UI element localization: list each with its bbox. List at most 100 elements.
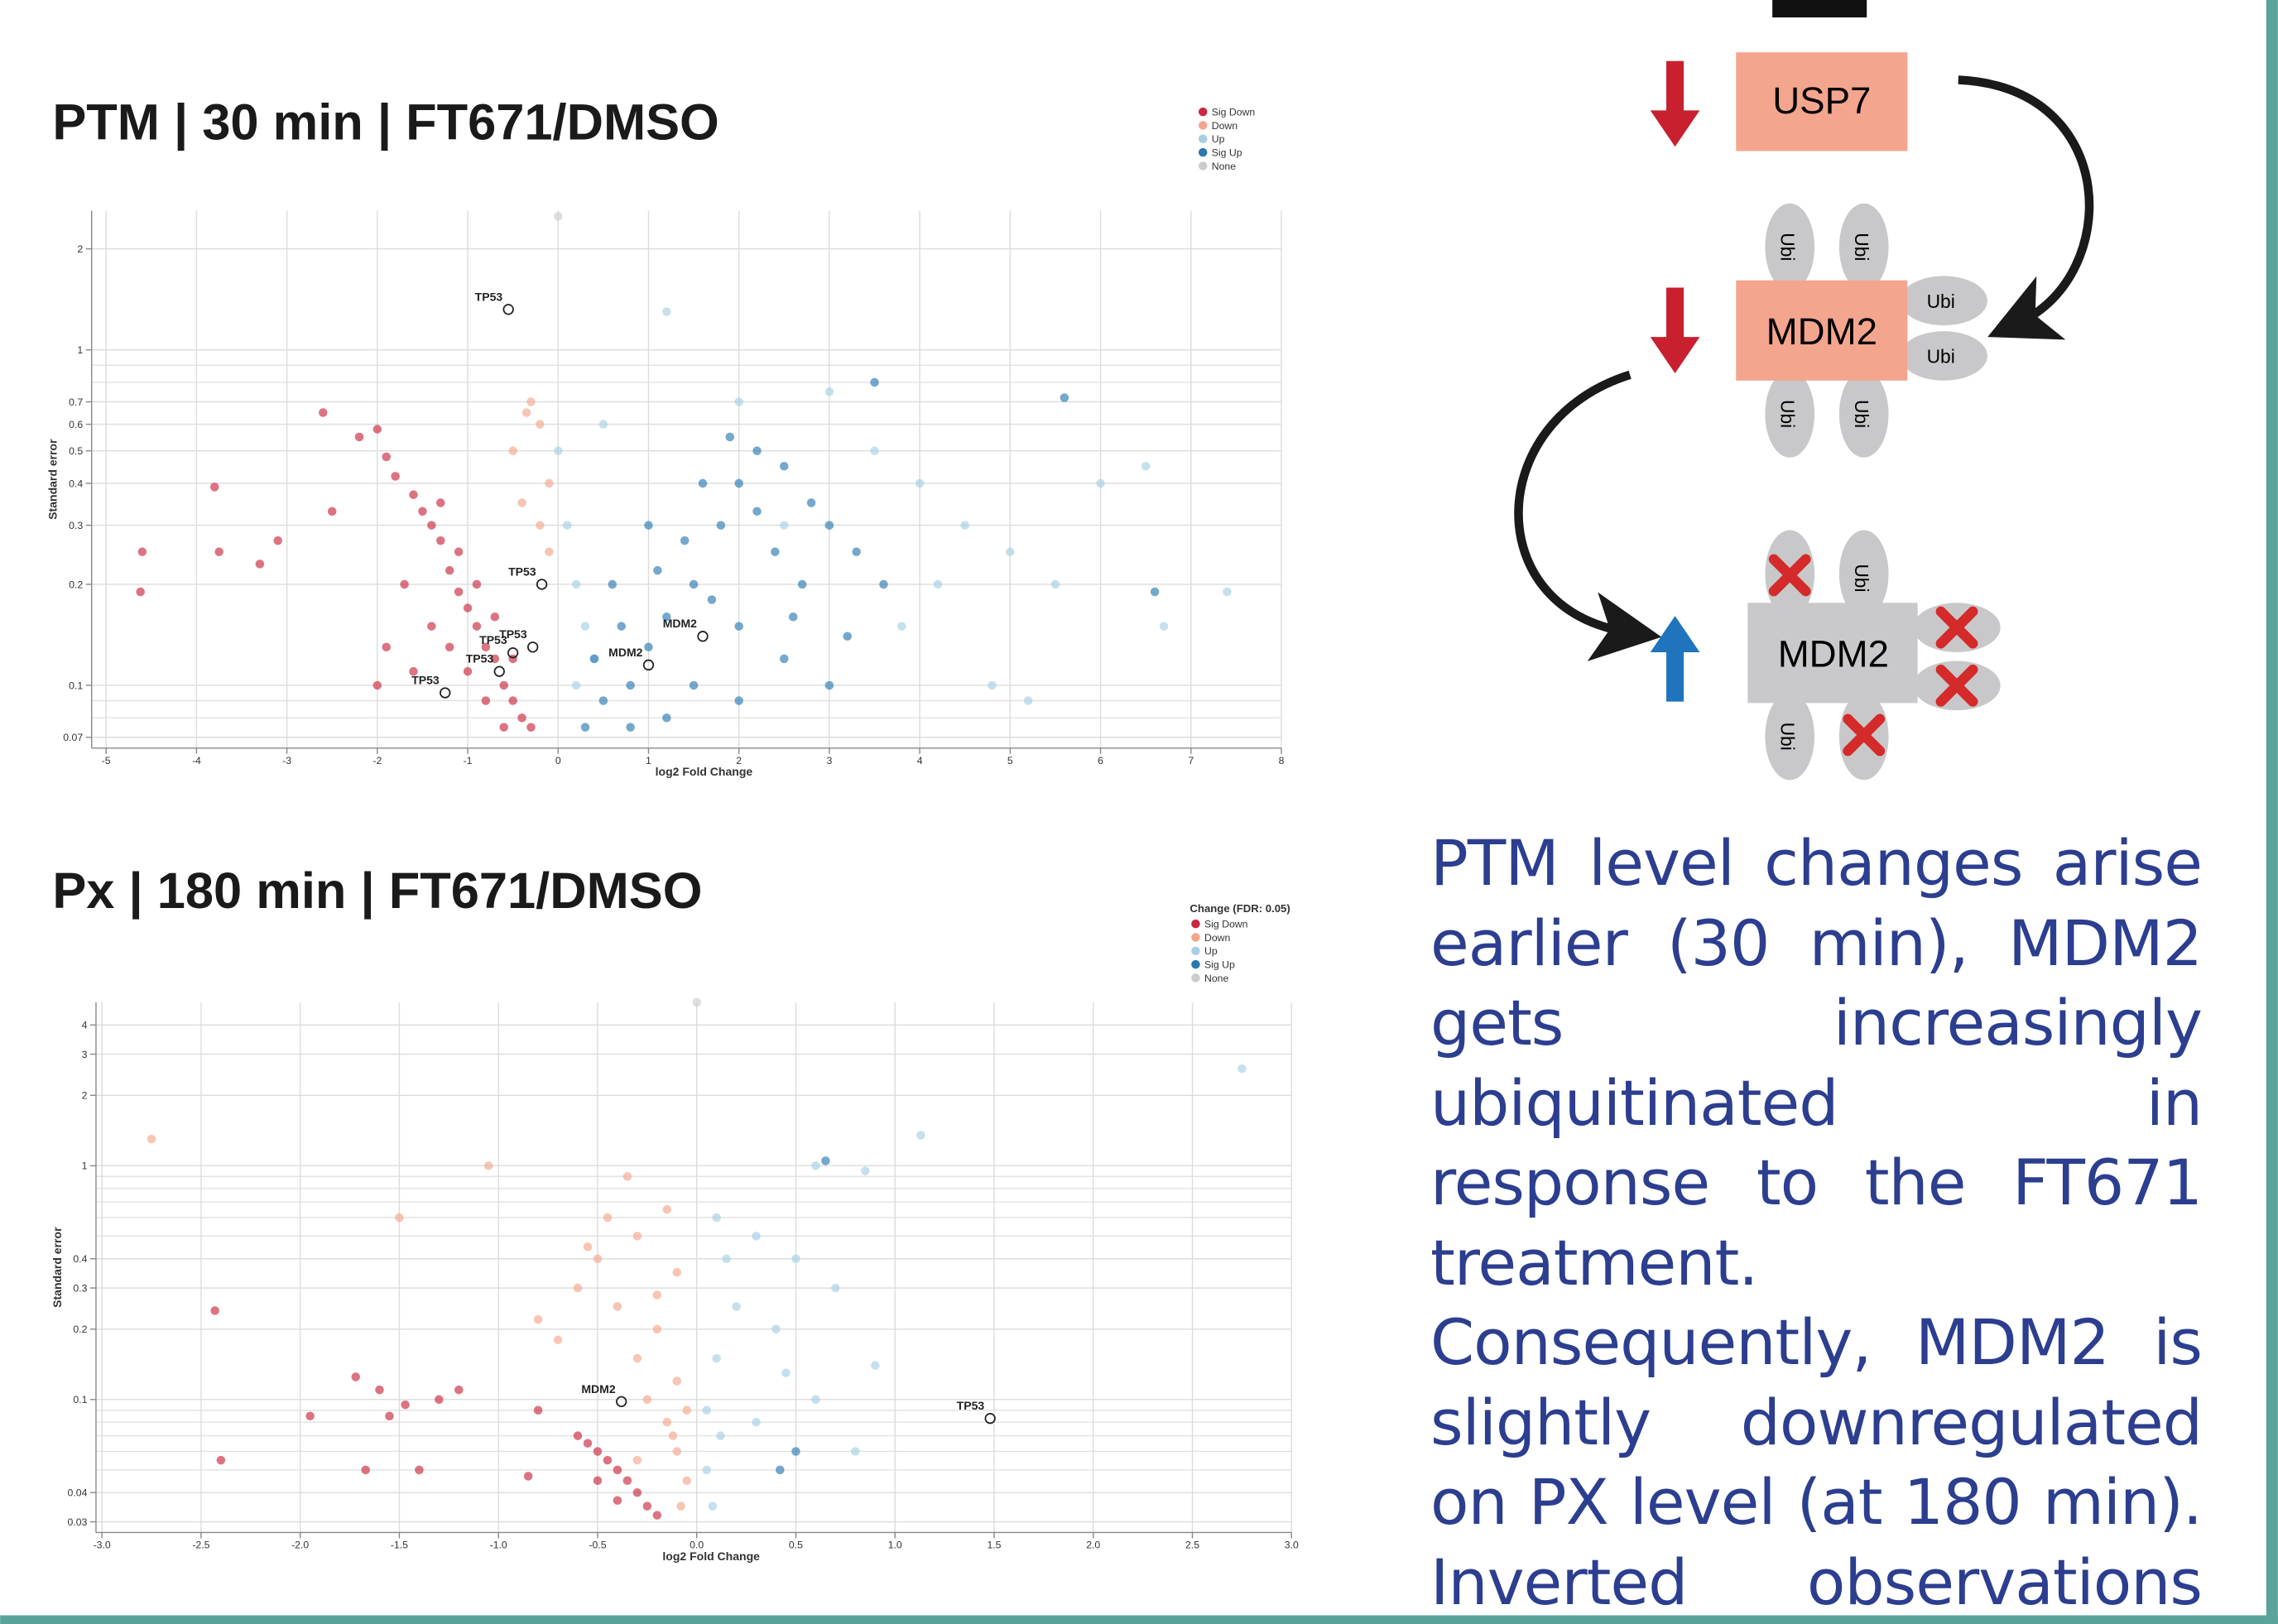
point [490,654,500,664]
annotated-point [507,647,519,659]
point [797,579,807,589]
y-tick-label: 0.3 [69,520,83,531]
ubi-group [1765,203,1987,458]
point [702,1465,711,1475]
point [214,547,223,556]
point [305,1411,315,1421]
point [472,622,482,631]
point [401,1400,410,1410]
legend-swatch [1198,107,1208,117]
point [916,1131,925,1140]
chart-title: Px | 180 min | FT671/DMSO [52,862,702,920]
point [852,547,861,556]
legend-label: None [1204,973,1229,984]
ubi-label: Ubi [1927,291,1955,312]
point [806,498,816,507]
x-tick-label: 0.0 [690,1540,704,1551]
point [689,579,699,589]
ubi-label: Ubi [1927,346,1955,368]
point [960,521,969,530]
annotation: MDM2 [663,617,697,630]
point [361,1465,370,1475]
usp7-label: USP7 [1772,79,1871,122]
point [536,521,545,530]
y-tick-label: 4 [82,1020,88,1031]
point [831,1283,840,1293]
point [811,1161,820,1170]
point [463,666,473,676]
point [626,680,635,690]
point [734,696,743,705]
point [824,387,834,396]
mdm2-box-gray [1747,603,1918,704]
point [613,1302,622,1311]
down-arrow [1650,60,1700,147]
point [409,490,418,499]
point [589,654,599,664]
point [216,1455,226,1465]
y-tick-label: 0.03 [68,1516,88,1528]
mdm2-label: MDM2 [1766,310,1877,353]
point [571,680,581,690]
point [676,1501,685,1511]
point [672,1447,682,1456]
annotated-point [527,641,539,653]
point [622,1476,632,1486]
point [861,1166,870,1175]
usp7-box [1736,52,1908,151]
annotated-point [642,659,655,671]
cross-marks [1768,554,1978,757]
black-box [1772,0,1867,18]
y-axis-title: Standard error [50,1227,64,1308]
point [375,1385,384,1395]
curve-arrow [1514,370,1662,661]
point [454,587,464,597]
point [603,1455,613,1465]
y-tick-label: 0.4 [73,1253,87,1265]
x-tick-label: 8 [1279,755,1285,766]
x-tick-label: -1.0 [490,1540,507,1551]
y-tick-label: 0.3 [73,1282,87,1294]
point [583,1439,593,1448]
y-tick-label: 0.04 [68,1487,88,1499]
point [1006,547,1015,556]
point [608,579,618,589]
y-tick-label: 0.1 [69,680,83,691]
point [708,1501,718,1511]
point [583,1242,593,1252]
point [672,1267,682,1277]
legend-label: Up [1204,945,1218,957]
point [445,565,454,575]
x-tick-label: 0.5 [789,1540,803,1551]
point [622,1171,632,1181]
annotation: TP53 [411,673,440,686]
point [662,713,671,723]
y-tick-label: 0.5 [69,445,83,457]
point [734,478,743,488]
point [613,1465,622,1475]
point [716,1431,725,1440]
point [734,622,743,631]
point [327,507,337,517]
point [692,997,701,1007]
point [652,1511,662,1520]
point [395,1213,404,1223]
x-axis-title: log2 Fold Change [662,1550,760,1563]
x-tick-label: -2.0 [291,1540,309,1551]
legend-label: Up [1212,133,1225,145]
point [553,1335,563,1344]
border-right [2266,0,2278,1624]
point [682,1405,691,1415]
point [1141,461,1151,471]
point [427,622,436,631]
point [617,622,626,631]
x-tick-label: 2.5 [1185,1540,1199,1551]
point [1023,696,1033,705]
y-tick-label: 0.4 [69,478,83,489]
point [689,680,699,690]
point [385,1411,394,1421]
annotation: MDM2 [608,646,642,659]
point [771,1324,781,1334]
caption: PTM level changes arise earlier (30 min)… [1430,826,2203,1619]
point [147,1134,156,1144]
